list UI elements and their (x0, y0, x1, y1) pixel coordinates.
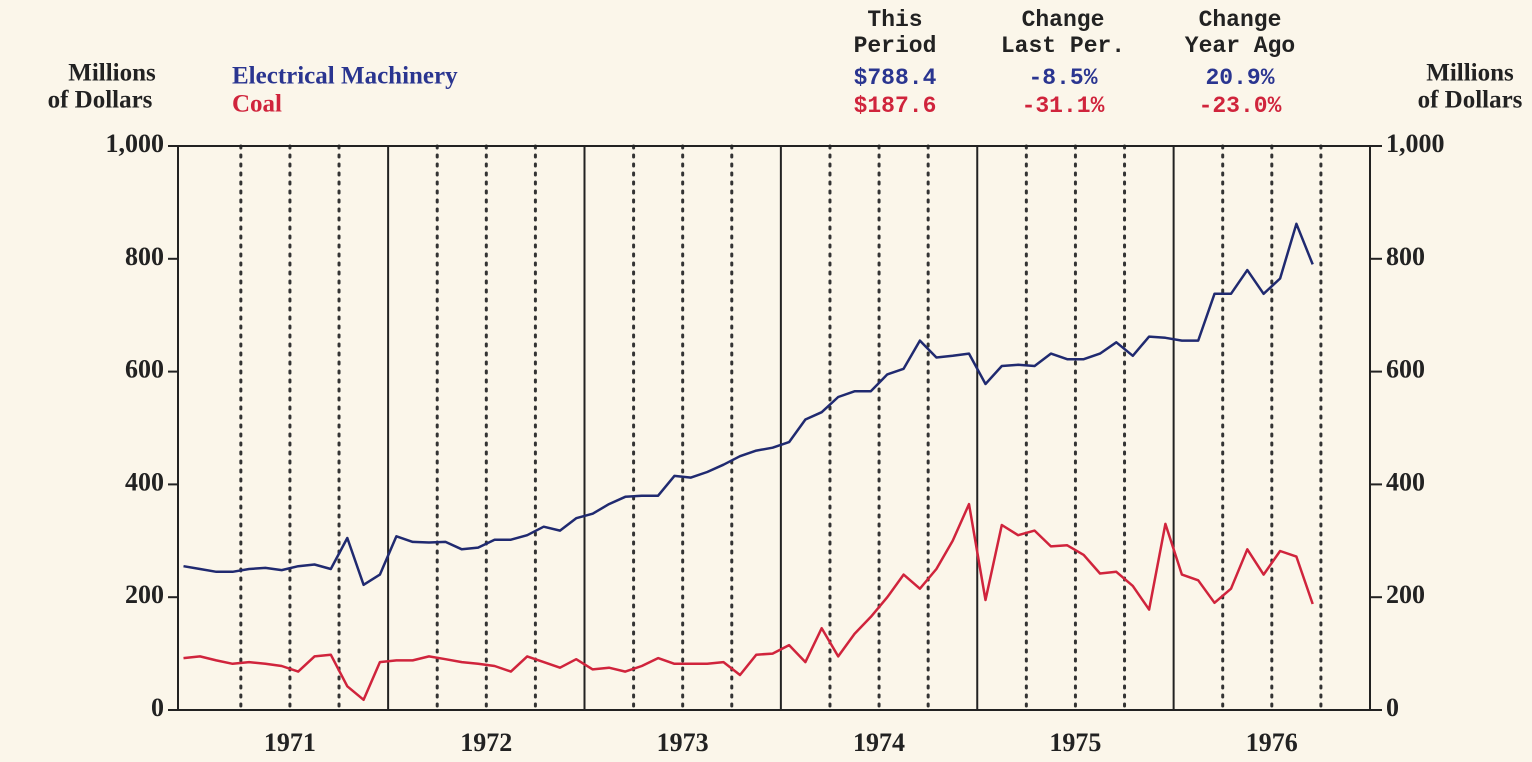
y2-tick-label: 200 (1386, 580, 1425, 609)
legend-label: Coal (232, 91, 282, 118)
stat-value: $187.6 (854, 93, 937, 119)
y-tick-label: 400 (125, 467, 164, 496)
y2-tick-label: 400 (1386, 467, 1425, 496)
stat-value: 20.9% (1205, 65, 1274, 91)
stat-value: -8.5% (1028, 65, 1097, 91)
y-tick-label: 800 (125, 242, 164, 271)
x-tick-label: 1972 (460, 728, 512, 757)
series-line (183, 502, 1314, 702)
legend-label: Electrical Machinery (232, 63, 458, 90)
y2-tick-label: 600 (1386, 355, 1425, 384)
stat-value: -31.1% (1022, 93, 1105, 119)
y2-axis-label: of Dollars (1418, 87, 1523, 114)
y-tick-label: 1,000 (106, 129, 165, 158)
y-axis-label: Millions (68, 60, 156, 87)
column-header: Change (1199, 7, 1282, 33)
y-tick-label: 600 (125, 355, 164, 384)
y-tick-label: 200 (125, 580, 164, 609)
series-line (183, 222, 1314, 587)
stat-value: $788.4 (854, 65, 937, 91)
y2-tick-label: 0 (1386, 693, 1399, 722)
column-header: Last Per. (1001, 33, 1125, 59)
x-tick-label: 1973 (657, 728, 709, 757)
x-tick-label: 1976 (1246, 728, 1298, 757)
x-tick-label: 1971 (264, 728, 316, 757)
y2-tick-label: 1,000 (1386, 129, 1445, 158)
y-tick-label: 0 (151, 693, 164, 722)
y-axis-label: of Dollars (48, 87, 153, 114)
column-header: Change (1022, 7, 1105, 33)
column-header: Period (854, 33, 937, 59)
plot-frame (177, 145, 1371, 711)
column-header: This (867, 7, 922, 33)
y2-tick-label: 800 (1386, 242, 1425, 271)
x-tick-label: 1975 (1049, 728, 1101, 757)
stat-value: -23.0% (1199, 93, 1282, 119)
column-header: Year Ago (1185, 33, 1295, 59)
x-tick-label: 1974 (853, 728, 905, 757)
y2-axis-label: Millions (1426, 60, 1514, 87)
